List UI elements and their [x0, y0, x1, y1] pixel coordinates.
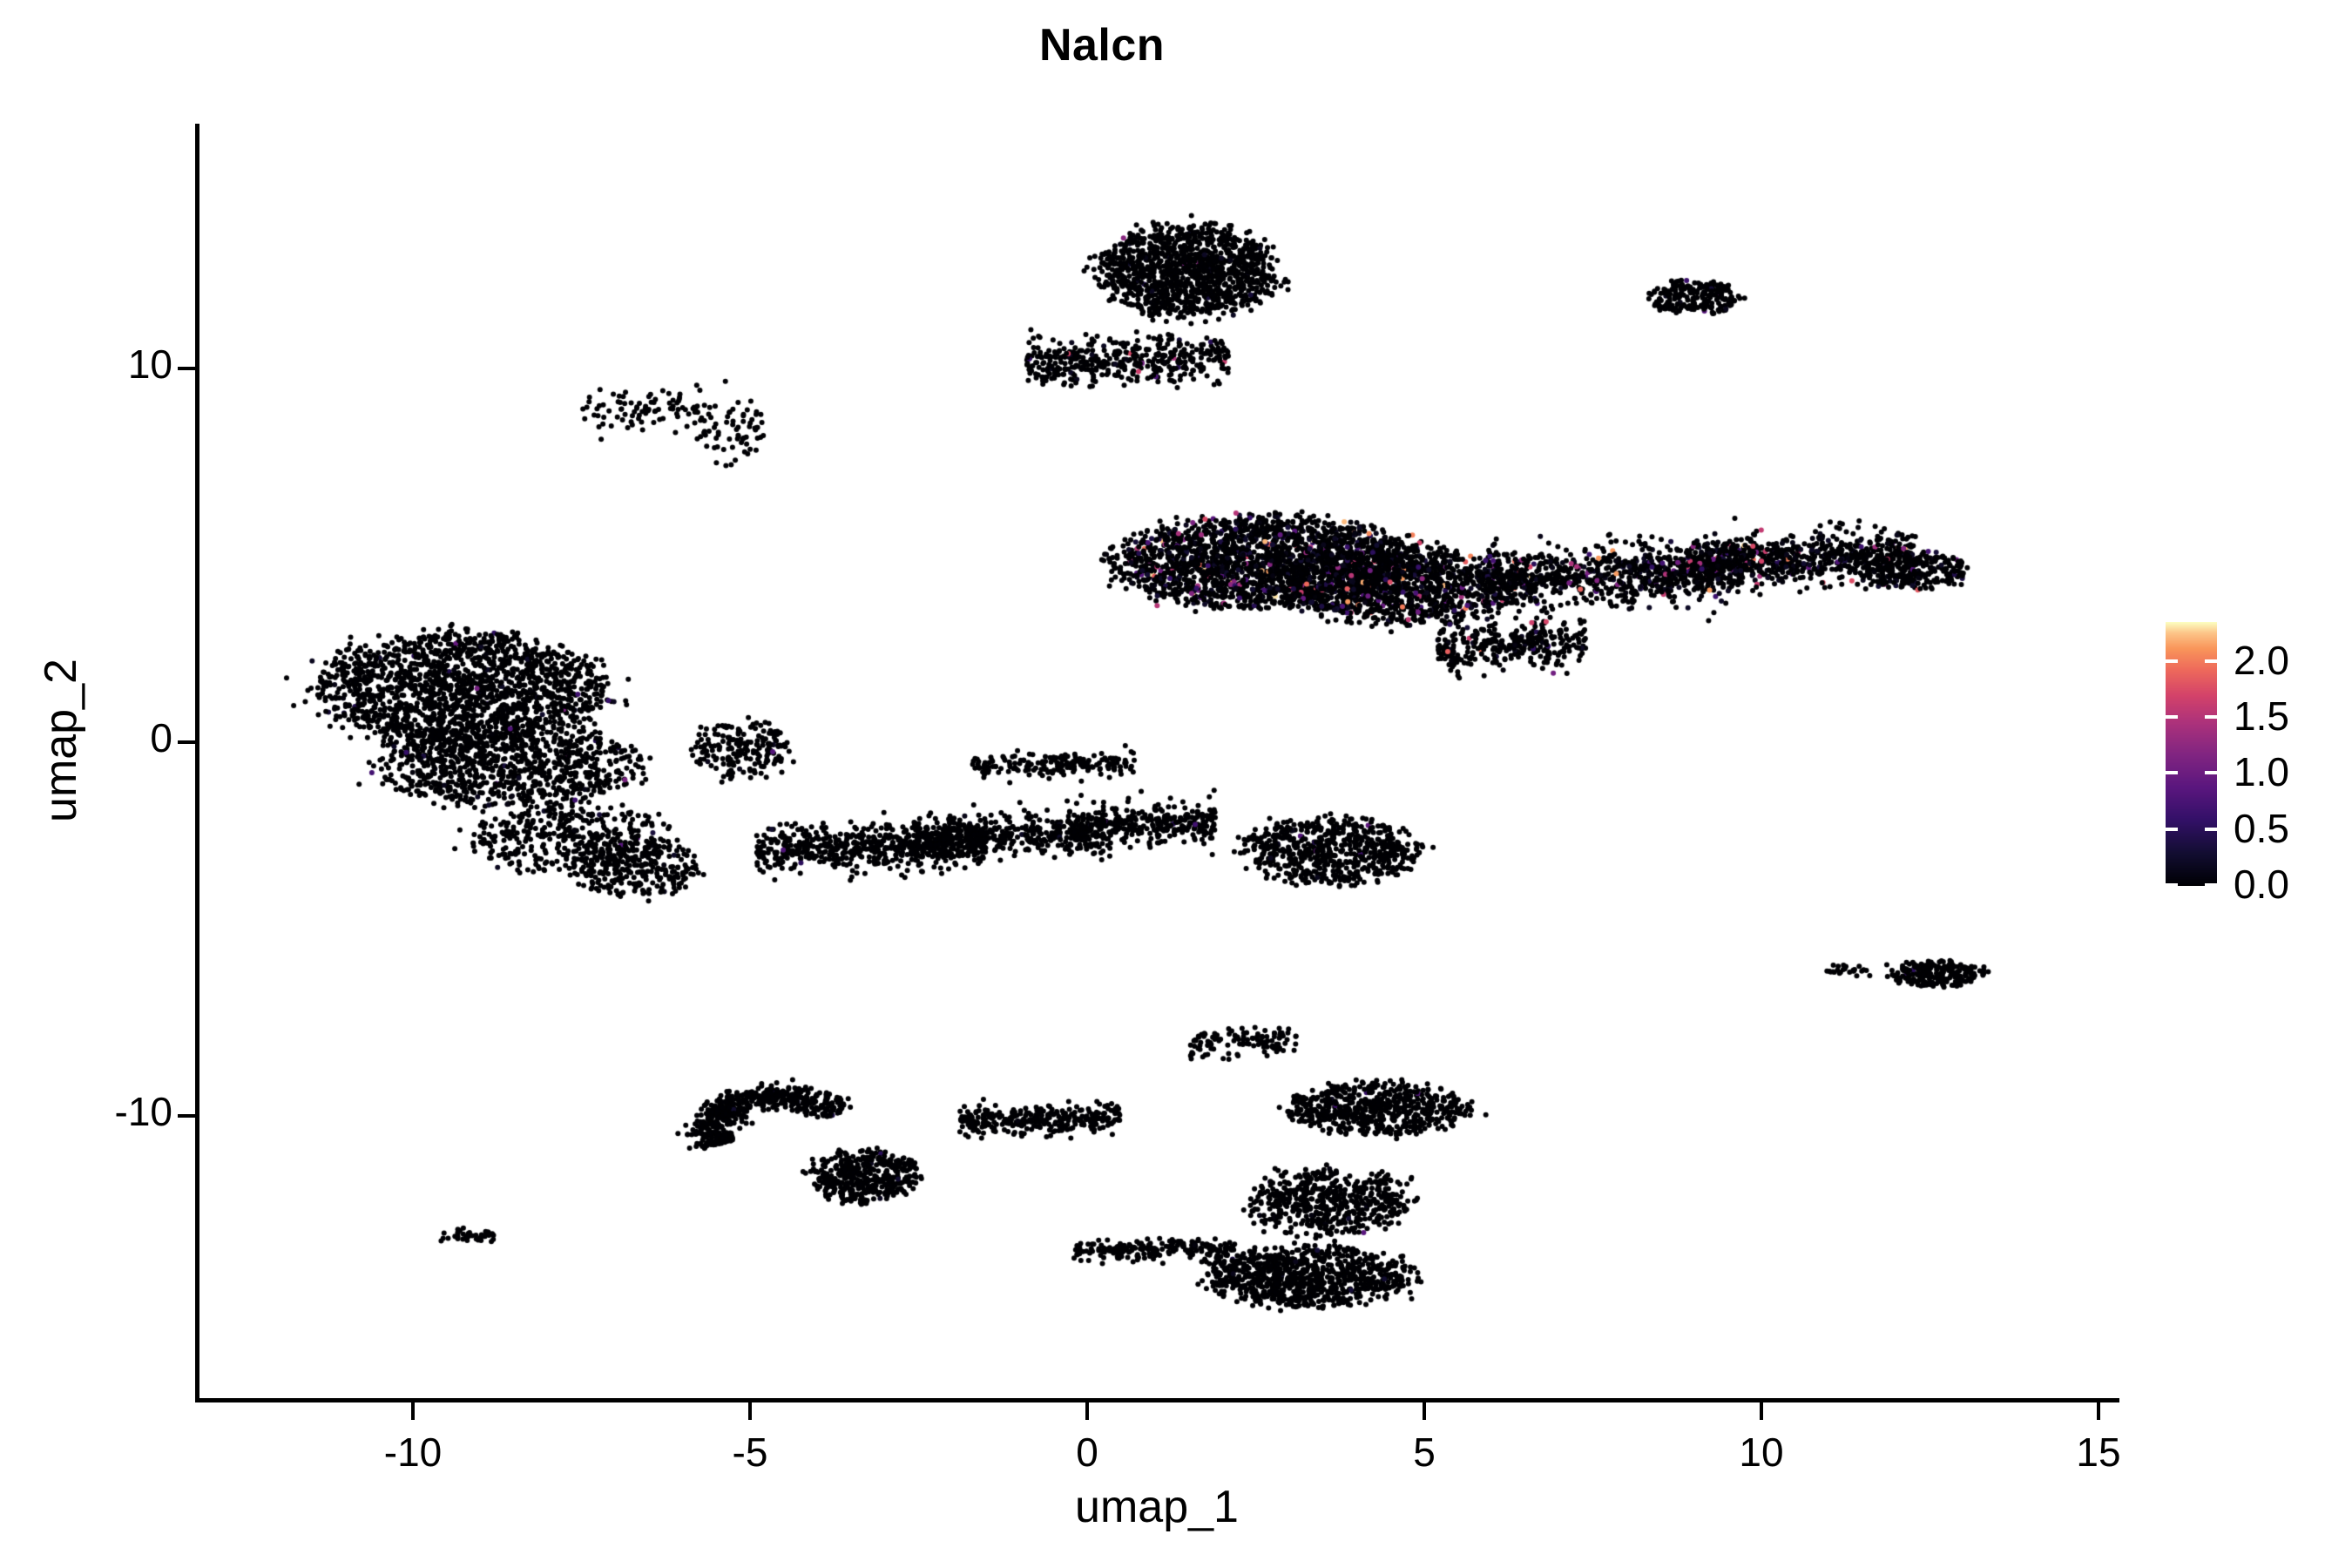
colorbar-tick-mark — [2205, 771, 2217, 775]
colorbar-tick-mark — [2205, 827, 2217, 831]
x-tick-label: 15 — [2076, 1429, 2121, 1475]
colorbar-tick-mark — [2205, 883, 2217, 887]
x-tick-label: 10 — [1739, 1429, 1784, 1475]
y-tick-label: -10 — [114, 1089, 172, 1134]
x-tick-mark — [748, 1402, 752, 1420]
x-tick-mark — [1423, 1402, 1426, 1420]
colorbar-tick-label: 1.5 — [2234, 693, 2289, 740]
y-tick-label: 10 — [127, 341, 172, 387]
y-axis-title: umap_2 — [36, 659, 86, 822]
colorbar-tick-mark — [2205, 659, 2217, 663]
y-tick-mark — [178, 367, 195, 370]
x-tick-mark — [2097, 1402, 2100, 1420]
x-tick-label: -5 — [732, 1429, 768, 1475]
colorbar-tick-mark — [2166, 827, 2178, 831]
colorbar-tick-label: 0.0 — [2234, 862, 2289, 907]
colorbar-legend: 0.0 0.5 1.0 1.5 2.0 — [2166, 622, 2322, 907]
colorbar-tick-mark — [2205, 715, 2217, 720]
y-axis-line — [195, 124, 199, 1402]
x-axis-line — [195, 1398, 2119, 1402]
plot-panel — [199, 124, 2115, 1398]
x-tick-mark — [411, 1402, 415, 1420]
x-tick-mark — [1085, 1402, 1089, 1420]
colorbar-tick-label: 1.0 — [2234, 749, 2289, 795]
y-tick-mark — [178, 740, 195, 744]
colorbar-tick-label: 2.0 — [2234, 637, 2289, 683]
x-tick-label: -10 — [383, 1429, 443, 1475]
x-tick-label: 5 — [1413, 1429, 1436, 1475]
scatter-plot-canvas — [199, 124, 2115, 1398]
colorbar-tick-mark — [2166, 659, 2178, 663]
colorbar-gradient — [2166, 622, 2217, 886]
colorbar-tick-mark — [2166, 883, 2178, 887]
colorbar-tick-label: 0.5 — [2234, 805, 2289, 851]
colorbar-tick-mark — [2166, 771, 2178, 775]
x-tick-mark — [1760, 1402, 1763, 1420]
y-tick-label: 0 — [150, 715, 172, 760]
y-tick-mark — [178, 1114, 195, 1118]
colorbar-tick-mark — [2166, 715, 2178, 720]
x-tick-label: 0 — [1076, 1429, 1098, 1475]
x-axis-title: umap_1 — [1075, 1482, 1239, 1532]
page-title: Nalcn — [1038, 20, 1166, 71]
